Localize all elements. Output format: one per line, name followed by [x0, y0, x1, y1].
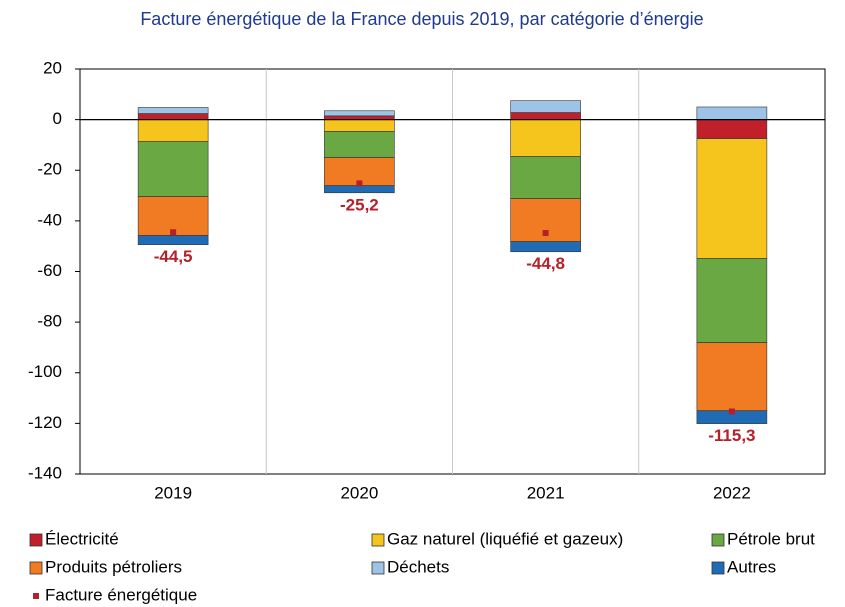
y-tick-label: 20: [43, 58, 62, 77]
legend-label: Électricité: [45, 529, 119, 548]
x-tick-label: 2021: [527, 483, 565, 502]
bar-segment: [137, 119, 209, 142]
bar-segment: [696, 119, 768, 139]
y-tick-label: -20: [37, 160, 62, 179]
bar-segment: [510, 112, 581, 120]
bar-segment: [324, 110, 395, 117]
legend-swatch: [711, 561, 725, 575]
bar-segment: [696, 138, 768, 259]
y-tick-label: -80: [37, 312, 62, 331]
y-tick-label: 0: [53, 109, 62, 128]
legend-swatch: [29, 533, 43, 547]
bar-segment: [137, 141, 209, 197]
bar-segment: [696, 342, 768, 412]
bar-segment: [510, 100, 581, 113]
y-tick-label: -140: [28, 463, 62, 482]
legend-label: Gaz naturel (liquéfié et gazeux): [387, 529, 623, 548]
bar-segment: [137, 107, 209, 114]
y-tick-label: -40: [37, 210, 62, 229]
bar-segment: [137, 235, 209, 245]
bar-segment: [510, 119, 581, 157]
bar-segment: [696, 258, 768, 343]
bar-segment: [324, 119, 395, 132]
legend-swatch: [29, 561, 43, 575]
bar-segment: [324, 185, 395, 194]
legend-swatch: [33, 593, 39, 599]
legend-swatch: [711, 533, 725, 547]
legend-label: Autres: [727, 557, 776, 576]
data-label: -44,5: [154, 247, 193, 266]
bar-segment: [510, 241, 581, 253]
legend-label: Produits pétroliers: [45, 557, 182, 576]
marker: [170, 229, 177, 236]
y-tick-label: -60: [37, 261, 62, 280]
legend-label: Déchets: [387, 557, 449, 576]
bar-segment: [510, 156, 581, 199]
bar-segment: [137, 113, 209, 120]
marker: [542, 230, 549, 237]
y-tick-label: -100: [28, 362, 62, 381]
x-tick-label: 2020: [340, 483, 378, 502]
x-tick-label: 2022: [713, 483, 751, 502]
y-tick-label: -120: [28, 413, 62, 432]
chart-title: Facture énergétique de la France depuis …: [140, 9, 703, 29]
bar-segment: [324, 131, 395, 158]
legend-label: Facture énergétique: [45, 585, 197, 604]
data-label: -115,3: [708, 426, 755, 445]
bar-segment: [696, 106, 768, 120]
marker: [356, 180, 363, 187]
legend-swatch: [371, 533, 385, 547]
data-label: -25,2: [340, 195, 379, 214]
x-tick-label: 2019: [154, 483, 192, 502]
legend-label: Pétrole brut: [727, 529, 815, 548]
marker: [728, 408, 735, 415]
legend-swatch: [371, 561, 385, 575]
data-label: -44,8: [526, 254, 565, 273]
